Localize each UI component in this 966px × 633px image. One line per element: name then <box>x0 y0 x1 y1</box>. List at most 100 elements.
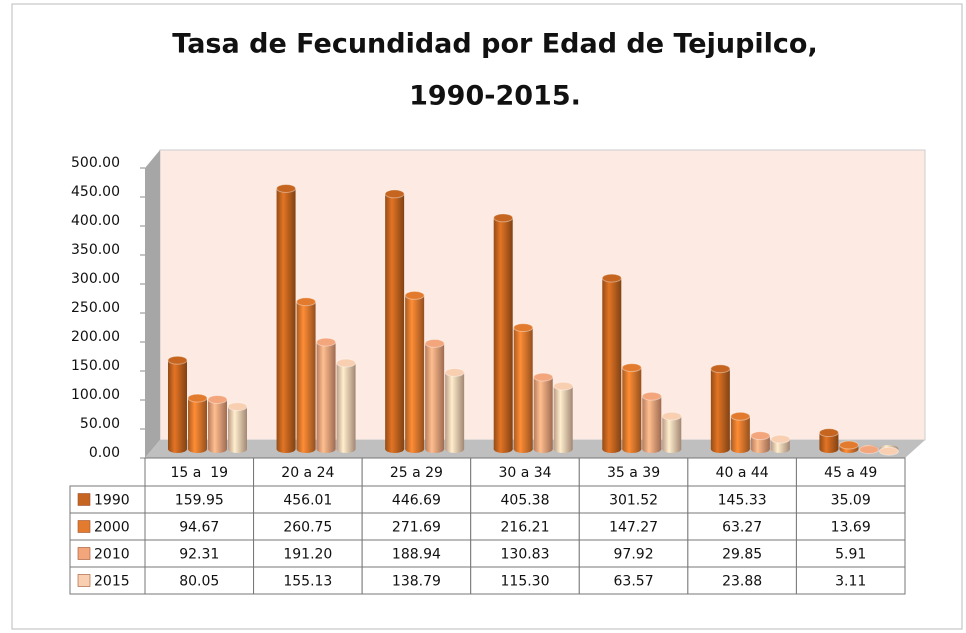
bar-top <box>316 337 337 347</box>
bar <box>818 428 839 453</box>
data-label: 271.69 <box>392 520 441 536</box>
x-tick-label: 45 a 49 <box>824 465 877 481</box>
bar-top <box>207 394 228 404</box>
bar-body <box>385 193 405 449</box>
data-label: 138.79 <box>392 574 441 590</box>
data-label: 159.95 <box>175 493 224 509</box>
y-tick-label: 500.00 <box>71 155 120 171</box>
legend-swatch <box>77 493 91 506</box>
bar-body <box>602 278 622 449</box>
bar <box>838 440 859 453</box>
y-tick-label: 0.00 <box>89 445 120 461</box>
bar-top <box>187 393 208 403</box>
bar <box>384 189 405 453</box>
bar-top <box>818 428 839 438</box>
legend-label: 1990 <box>94 493 130 509</box>
data-label: 456.01 <box>283 493 332 509</box>
table-cell <box>578 566 689 595</box>
bar <box>316 337 337 453</box>
y-tick-label: 250.00 <box>71 300 120 316</box>
y-tick-label: 50.00 <box>80 416 120 432</box>
bar <box>187 393 208 453</box>
bar-body <box>336 363 356 449</box>
bar-top <box>730 411 751 421</box>
bar-top <box>838 440 859 450</box>
bar-body <box>770 439 790 449</box>
side-wall <box>145 150 160 458</box>
bar-body <box>710 368 730 449</box>
data-label: 405.38 <box>501 493 550 509</box>
legend-swatch <box>77 547 91 560</box>
bar <box>513 323 534 453</box>
bar-top <box>661 411 682 421</box>
data-label: 130.83 <box>501 547 550 563</box>
table-cell <box>795 485 906 514</box>
data-label: 115.30 <box>501 574 550 590</box>
table-cell <box>687 539 797 568</box>
y-tick-label: 300.00 <box>71 271 120 287</box>
table-cell <box>578 512 689 541</box>
bar-top <box>424 338 445 348</box>
table-cell <box>470 539 580 568</box>
y-tick-label: 450.00 <box>71 184 120 200</box>
bar-top <box>384 189 405 199</box>
table-cell <box>687 566 797 595</box>
data-label: 260.75 <box>283 520 332 536</box>
bar-top <box>553 381 574 391</box>
table-cell <box>361 457 472 487</box>
legend-label: 2015 <box>94 574 130 590</box>
bar <box>641 391 662 453</box>
bar-top <box>533 372 554 382</box>
data-label: 13.69 <box>831 520 871 536</box>
bar-body <box>188 398 207 449</box>
data-label: 216.21 <box>501 520 550 536</box>
data-label: 63.57 <box>614 574 654 590</box>
table-cell <box>253 457 363 487</box>
bar <box>878 445 899 456</box>
data-label: 155.13 <box>283 574 332 590</box>
table-cell <box>578 485 689 514</box>
bar-body <box>662 416 682 449</box>
bar-body <box>405 295 425 449</box>
bar <box>553 381 574 453</box>
bar <box>336 358 357 453</box>
data-label: 3.11 <box>835 574 866 590</box>
bar <box>296 297 317 453</box>
y-tick-label: 150.00 <box>71 358 120 374</box>
data-label: 188.94 <box>392 547 441 563</box>
data-label: 5.91 <box>835 547 866 563</box>
bar-body <box>208 399 227 449</box>
bar-top <box>601 273 622 283</box>
bar-top <box>770 434 791 444</box>
data-label: 301.52 <box>609 493 658 509</box>
bar-top <box>444 368 465 378</box>
table-cell <box>795 457 906 487</box>
bar <box>601 273 622 453</box>
table-cell <box>144 539 255 568</box>
bar-top <box>710 364 731 374</box>
x-tick-label: 25 a 29 <box>390 465 443 481</box>
bar-body <box>513 327 533 449</box>
y-tick-label: 400.00 <box>71 213 120 229</box>
bar <box>444 368 465 453</box>
table-cell <box>144 485 255 514</box>
table-cell <box>361 485 472 514</box>
table-cell <box>253 539 363 568</box>
bar-top <box>336 358 357 368</box>
x-tick-label: 30 a 34 <box>498 465 551 481</box>
table-cell <box>470 566 580 595</box>
bar <box>424 338 445 453</box>
bar-body <box>425 343 445 449</box>
bar <box>621 363 642 453</box>
bar <box>167 355 188 453</box>
legend-swatch <box>77 520 91 533</box>
legend-cell <box>69 485 146 514</box>
bar <box>227 402 248 453</box>
bar-top <box>858 445 879 455</box>
table-cell <box>253 566 363 595</box>
bar <box>533 372 554 453</box>
x-tick-label: 40 a 44 <box>716 465 769 481</box>
table-cell <box>144 512 255 541</box>
bar-body <box>296 301 316 449</box>
data-label: 147.27 <box>609 520 658 536</box>
